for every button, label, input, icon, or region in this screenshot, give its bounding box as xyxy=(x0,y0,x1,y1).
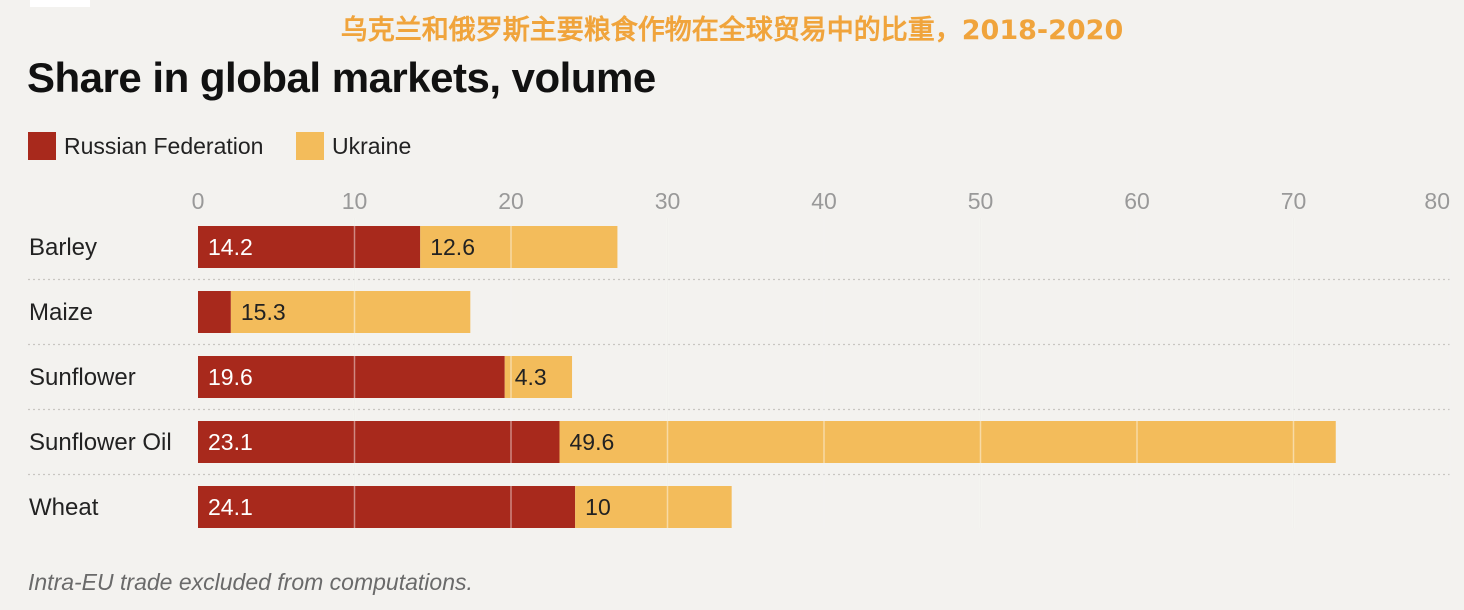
legend-label-russia: Russian Federation xyxy=(64,132,264,159)
x-tick-label: 50 xyxy=(968,188,994,214)
x-tick-label: 0 xyxy=(192,188,205,214)
bar-ukraine xyxy=(420,226,618,268)
value-label-russia: 14.2 xyxy=(208,234,253,260)
bars xyxy=(198,226,1336,528)
footnote: Intra-EU trade excluded from computation… xyxy=(28,569,473,595)
gridlines xyxy=(28,218,1451,528)
chinese-title: 乌克兰和俄罗斯主要粮食作物在全球贸易中的比重，2018-2020 xyxy=(340,15,1124,46)
bar-russia xyxy=(198,486,576,528)
bar-ukraine xyxy=(504,356,573,398)
category-label: Maize xyxy=(29,299,93,326)
legend-item-ukraine: Ukraine xyxy=(296,130,411,162)
category-label: Barley xyxy=(29,234,97,261)
x-tick-label: 40 xyxy=(811,188,837,214)
legend-label-ukraine: Ukraine xyxy=(332,132,412,159)
value-labels: 14.2 12.6 15.3 19.6 4.3 23.1 49.6 24.1 10 xyxy=(208,234,614,520)
category-labels: Barley Maize Sunflower Sunflower Oil Wheat xyxy=(29,234,172,521)
x-tick-label: 70 xyxy=(1281,188,1307,214)
value-label-russia: 19.6 xyxy=(208,364,253,390)
corner-mark xyxy=(30,0,90,7)
x-tick-label: 60 xyxy=(1124,188,1150,214)
x-tick-label: 20 xyxy=(498,188,524,214)
value-label-ukraine: 4.3 xyxy=(515,364,547,390)
category-label: Sunflower Oil xyxy=(29,429,172,456)
category-label: Wheat xyxy=(29,494,99,521)
x-tick-label: 30 xyxy=(655,188,681,214)
value-label-russia: 23.1 xyxy=(208,429,253,455)
legend-swatch-russia xyxy=(28,132,56,160)
bar-russia xyxy=(198,226,421,268)
legend-swatch-ukraine xyxy=(296,132,324,160)
value-label-ukraine: 15.3 xyxy=(241,299,286,325)
gridlines-over-bars xyxy=(353,218,1451,528)
value-label-ukraine: 10 xyxy=(585,494,611,520)
bar-ukraine xyxy=(559,421,1336,463)
x-tick-label: 80 xyxy=(1424,188,1450,214)
x-axis-ticks: 0 10 20 30 40 50 60 70 80 xyxy=(192,188,1450,214)
chart-title: Share in global markets, volume xyxy=(27,54,656,101)
x-tick-label: 10 xyxy=(342,188,368,214)
value-label-ukraine: 49.6 xyxy=(570,429,615,455)
legend-item-russia: Russian Federation xyxy=(28,130,263,162)
value-label-ukraine: 12.6 xyxy=(430,234,475,260)
bar-russia xyxy=(198,356,505,398)
value-label-russia: 24.1 xyxy=(208,494,253,520)
category-label: Sunflower xyxy=(29,364,136,391)
bar-ukraine xyxy=(575,486,732,528)
bar-russia xyxy=(198,421,560,463)
bar-ukraine xyxy=(230,291,471,333)
bar-russia xyxy=(198,291,231,333)
